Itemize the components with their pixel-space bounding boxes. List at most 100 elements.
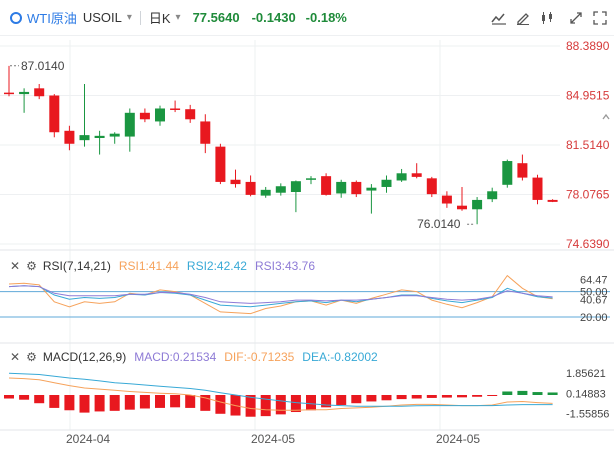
time-axis-label: 2024-05: [436, 432, 480, 446]
macd-histogram-bar: [260, 395, 271, 417]
high-price-label: 87.0140: [21, 59, 65, 73]
candle-body: [487, 191, 498, 200]
macd-histogram-bar: [245, 395, 256, 417]
symbol-name[interactable]: WTI原油: [27, 11, 77, 26]
candle-body: [109, 133, 120, 137]
last-price: 77.5640: [192, 10, 240, 25]
candle-body: [230, 179, 241, 185]
rsi-axis-label: 50.00: [580, 287, 608, 299]
macd-axis-label: 0.14883: [566, 388, 606, 400]
timeframe-selector[interactable]: 日K: [148, 11, 171, 26]
rsi-title: RSI(7,14,21): [42, 259, 111, 273]
macd-histogram-bar: [185, 395, 196, 408]
candle-body: [94, 135, 105, 139]
candle-body: [457, 205, 467, 210]
candle-body: [290, 181, 301, 193]
macd-histogram-bar: [487, 395, 498, 396]
candle-body: [260, 189, 271, 196]
candle-body: [472, 199, 483, 210]
candle-body: [245, 181, 256, 195]
rsi-axis-label: 64.47: [580, 274, 608, 286]
candle-body: [155, 108, 165, 122]
macd-histogram-bar: [79, 395, 90, 413]
price-axis-label: 84.9515: [566, 89, 610, 103]
candle-body: [170, 108, 181, 110]
macd-histogram-bar: [472, 395, 483, 397]
macd-histogram-bar: [366, 395, 377, 402]
macd-line-dea: [8, 372, 553, 407]
macd-histogram-bar: [4, 395, 14, 399]
rsi-legend: ✕ ⚙ RSI(7,14,21) RSI1:41.44 RSI2:42.42 R…: [10, 259, 315, 273]
candle-body: [502, 161, 513, 185]
rsi3-label: RSI3:43.76: [254, 259, 316, 273]
price-axis-label: 74.6390: [566, 237, 610, 251]
candle-body: [19, 91, 30, 95]
chart-header: WTI原油 USOIL ▾ 日K ▾ 77.5640 -0.1430 -0.18…: [0, 0, 614, 36]
macd-legend: ✕ ⚙ MACD(12,26,9) MACD:0.21534 DIF:-0.71…: [10, 350, 378, 364]
candle-body: [79, 135, 90, 141]
macd-histogram-bar: [426, 395, 437, 398]
candle-body: [34, 88, 45, 97]
price-axis-label: 81.5140: [566, 138, 610, 152]
macd-histogram-bar: [441, 395, 452, 398]
candle-body: [275, 186, 286, 193]
macd-histogram-bar: [396, 395, 407, 400]
macd-histogram-bar: [381, 395, 392, 401]
macd-histogram-bar: [517, 390, 528, 395]
price-change-percent: -0.18%: [305, 10, 347, 25]
candle-body: [426, 178, 437, 195]
candle-body: [215, 146, 226, 182]
price-axis-label: 78.0765: [566, 188, 610, 202]
rsi-axis-label: 20.00: [580, 312, 608, 324]
fullscreen-icon[interactable]: [590, 8, 610, 28]
time-axis-label: 2024-05: [251, 432, 295, 446]
hide-icon[interactable]: ✕: [10, 350, 21, 364]
candle-body: [396, 173, 407, 181]
candle-body: [124, 112, 135, 137]
macd-axis-label: 1.85621: [566, 368, 606, 380]
rsi-line-rsi2: [8, 285, 553, 308]
macd-histogram-bar: [139, 395, 150, 409]
candle-body: [441, 195, 452, 204]
candle-body: [532, 177, 543, 200]
candle-body: [336, 181, 347, 194]
settings-icon[interactable]: ⚙: [26, 350, 37, 364]
macd-histogram-bar: [170, 395, 181, 408]
header-divider: [139, 10, 141, 25]
candle-body: [366, 187, 377, 191]
timeframe-dropdown-icon[interactable]: ▾: [175, 12, 181, 23]
macd-histogram-bar: [502, 391, 513, 395]
candle-body: [139, 112, 150, 120]
candle-body: [411, 173, 422, 177]
macd-histogram-bar: [290, 395, 301, 413]
dea-label: DEA:-0.82002: [302, 350, 378, 364]
macd-histogram-bar: [109, 395, 120, 411]
macd-histogram-bar: [321, 395, 332, 408]
candle-body: [4, 92, 14, 95]
compare-icon[interactable]: [566, 8, 586, 28]
macd-histogram-bar: [411, 395, 422, 399]
low-price-label: 76.0140: [417, 217, 461, 231]
rsi-axis-label: 40.67: [580, 294, 608, 306]
symbol-code[interactable]: USOIL: [82, 10, 122, 25]
macd-histogram-bar: [34, 395, 45, 404]
macd-title: MACD(12,26,9): [42, 350, 127, 364]
macd-histogram-bar: [351, 395, 362, 404]
indicator-icon[interactable]: [537, 8, 557, 28]
macd-histogram-bar: [336, 395, 347, 405]
settings-icon[interactable]: ⚙: [26, 259, 37, 273]
symbol-dropdown-icon[interactable]: ▾: [126, 12, 132, 23]
rsi-line-rsi3: [8, 285, 553, 304]
side-panel-collapse-icon[interactable]: [600, 110, 612, 140]
macd-axis-label: -1.55856: [566, 408, 609, 420]
macd-histogram-bar: [19, 395, 30, 400]
hide-icon[interactable]: ✕: [10, 259, 21, 273]
macd-histogram-bar: [532, 392, 543, 395]
drawing-pen-icon[interactable]: [513, 8, 533, 28]
price-change: -0.1430: [251, 10, 296, 25]
candle-body: [49, 95, 60, 133]
chart-type-icon[interactable]: [489, 8, 509, 28]
macd-histogram-bar: [64, 395, 75, 411]
